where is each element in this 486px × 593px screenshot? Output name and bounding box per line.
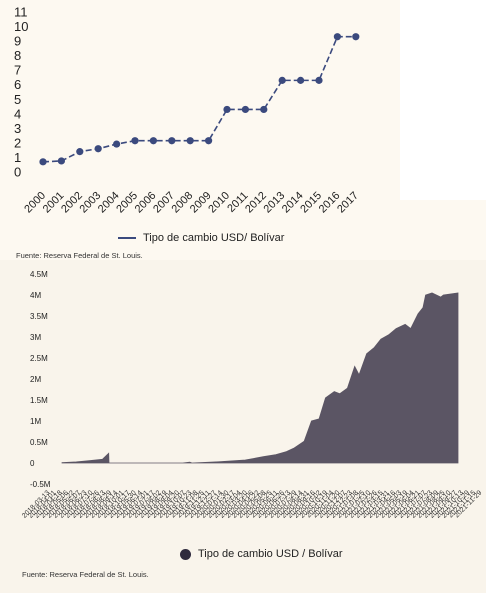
y-tick-label: 1 bbox=[14, 150, 21, 165]
top-right-notch bbox=[400, 0, 486, 200]
y-tick-label: 0 bbox=[14, 165, 21, 180]
y-tick-label: 9 bbox=[14, 34, 21, 49]
data-point bbox=[94, 145, 102, 153]
data-point bbox=[39, 158, 47, 166]
y-tick-label: 2M bbox=[30, 375, 41, 384]
data-point bbox=[57, 157, 65, 165]
y-tick-label: 5 bbox=[14, 92, 21, 107]
y-tick-label: 0 bbox=[30, 459, 35, 468]
data-point bbox=[352, 33, 360, 41]
area-legend-swatch bbox=[180, 548, 191, 560]
y-tick-label: -0.5M bbox=[30, 480, 51, 489]
area-chart-legend: Tipo de cambio USD / Bolívar bbox=[180, 548, 342, 560]
data-point bbox=[333, 33, 341, 41]
y-tick-label: 3 bbox=[14, 121, 21, 136]
line-chart-source: Fuente: Reserva Federal de St. Louis. bbox=[16, 251, 143, 260]
y-tick-label: 8 bbox=[14, 48, 21, 63]
y-tick-label: 10 bbox=[14, 19, 28, 34]
data-point bbox=[278, 76, 286, 84]
y-tick-label: 1M bbox=[30, 417, 41, 426]
data-point bbox=[131, 137, 139, 145]
y-tick-label: 2 bbox=[14, 135, 21, 150]
data-point bbox=[168, 137, 176, 145]
data-point bbox=[260, 105, 268, 114]
y-tick-label: 0.5M bbox=[30, 438, 48, 447]
exchange-rate-area-chart: -0.5M00.5M1M1.5M2M2.5M3M3.5M4M4.5M2018-0… bbox=[21, 270, 483, 520]
line-legend-label: Tipo de cambio USD/ Bolívar bbox=[143, 232, 285, 244]
data-point bbox=[315, 76, 323, 84]
data-point bbox=[241, 105, 249, 114]
data-point bbox=[205, 137, 213, 145]
y-tick-label: 1.5M bbox=[30, 396, 48, 405]
area-chart-source: Fuente: Reserva Federal de St. Louis. bbox=[22, 570, 149, 579]
exchange-rate-line-chart: 0123456789101120002001200220032004200520… bbox=[14, 5, 361, 216]
y-tick-label: 3.5M bbox=[30, 312, 48, 321]
y-tick-label: 7 bbox=[14, 63, 21, 78]
x-tick-label: 2017 bbox=[335, 190, 361, 216]
data-point bbox=[113, 140, 121, 148]
data-point bbox=[297, 76, 305, 84]
line-chart-legend: Tipo de cambio USD/ Bolívar bbox=[118, 232, 284, 244]
data-point bbox=[186, 137, 194, 145]
data-point bbox=[149, 137, 157, 145]
y-tick-label: 3M bbox=[30, 333, 41, 342]
y-tick-label: 4 bbox=[14, 106, 21, 121]
y-tick-label: 4.5M bbox=[30, 270, 48, 279]
data-point bbox=[76, 148, 84, 156]
y-tick-label: 6 bbox=[14, 77, 21, 92]
data-point bbox=[223, 105, 231, 114]
area-series bbox=[61, 292, 459, 464]
y-tick-label: 4M bbox=[30, 291, 41, 300]
y-tick-label: 2.5M bbox=[30, 354, 48, 363]
line-legend-swatch bbox=[118, 237, 136, 239]
y-tick-label: 11 bbox=[14, 5, 28, 20]
area-legend-label: Tipo de cambio USD / Bolívar bbox=[198, 548, 343, 560]
series-line bbox=[42, 35, 356, 163]
